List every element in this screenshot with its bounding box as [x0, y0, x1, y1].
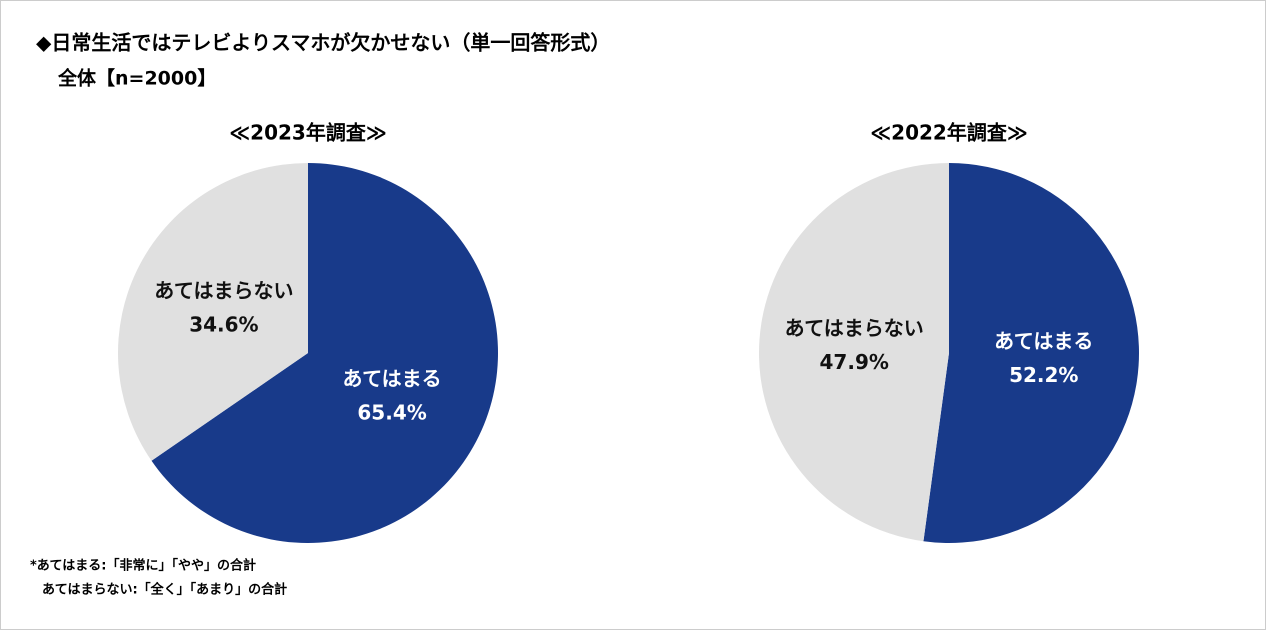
- slice-label: あてはまる: [342, 367, 441, 391]
- pie-slice: [923, 163, 1139, 543]
- slice-value-label: 47.9%: [820, 350, 889, 374]
- slice-value-label: 65.4%: [357, 401, 426, 425]
- pie-slice: [151, 163, 499, 543]
- pie-title: ≪2023年調査≫: [229, 121, 387, 145]
- page-subtitle: 全体【n=2000】: [57, 67, 216, 90]
- page-title: ◆日常生活ではテレビよりスマホが欠かせない（単一回答形式）: [36, 31, 610, 55]
- pie-slice: [118, 163, 308, 461]
- slice-label: あてはまらない: [785, 316, 924, 340]
- slice-value-label: 34.6%: [189, 312, 258, 336]
- footnote: あてはまらない:「全く」「あまり」の合計: [42, 582, 287, 598]
- footnote: *あてはまる:「非常に」「やや」の合計: [30, 558, 256, 574]
- slice-label: あてはまる: [994, 329, 1093, 353]
- pie-slice: [758, 163, 949, 542]
- pie-title: ≪2022年調査≫: [870, 121, 1028, 145]
- slice-value-label: 52.2%: [1009, 363, 1078, 387]
- slice-label: あてはまらない: [154, 278, 293, 302]
